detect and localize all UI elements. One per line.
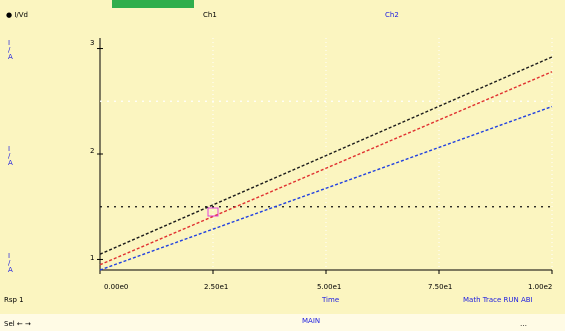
status-bar: Sel ← → MAIN … bbox=[0, 314, 565, 331]
y-tick-label: 3 bbox=[90, 39, 94, 47]
y-axis-label-mid: I / A bbox=[8, 146, 13, 167]
footer-axis-label: Time bbox=[322, 296, 339, 304]
footer-left-label: Rsp 1 bbox=[4, 296, 24, 304]
y-tick-label: 2 bbox=[90, 147, 94, 155]
y-tick-label: 1 bbox=[90, 254, 94, 262]
y-axis-label-top: I / A bbox=[8, 40, 13, 61]
x-tick-label: 7.50e1 bbox=[428, 283, 452, 291]
status-right: … bbox=[520, 320, 527, 328]
status-center: MAIN bbox=[302, 317, 320, 325]
y-axis-label-bottom: I / A bbox=[8, 253, 13, 274]
series-line-3 bbox=[100, 107, 552, 270]
header-left-label: ● I/Vd bbox=[6, 11, 28, 19]
x-tick-label: 5.00e1 bbox=[317, 283, 341, 291]
x-tick-label: 2.50e1 bbox=[204, 283, 228, 291]
footer-right-label: Math Trace RUN ABI bbox=[463, 296, 533, 304]
x-tick-label: 0.00e0 bbox=[104, 283, 128, 291]
status-left[interactable]: Sel ← → bbox=[4, 320, 31, 328]
header-ch1-label: Ch1 bbox=[203, 11, 217, 19]
header-ch2-label: Ch2 bbox=[385, 11, 399, 19]
x-tick-label: 1.00e2 bbox=[528, 283, 552, 291]
